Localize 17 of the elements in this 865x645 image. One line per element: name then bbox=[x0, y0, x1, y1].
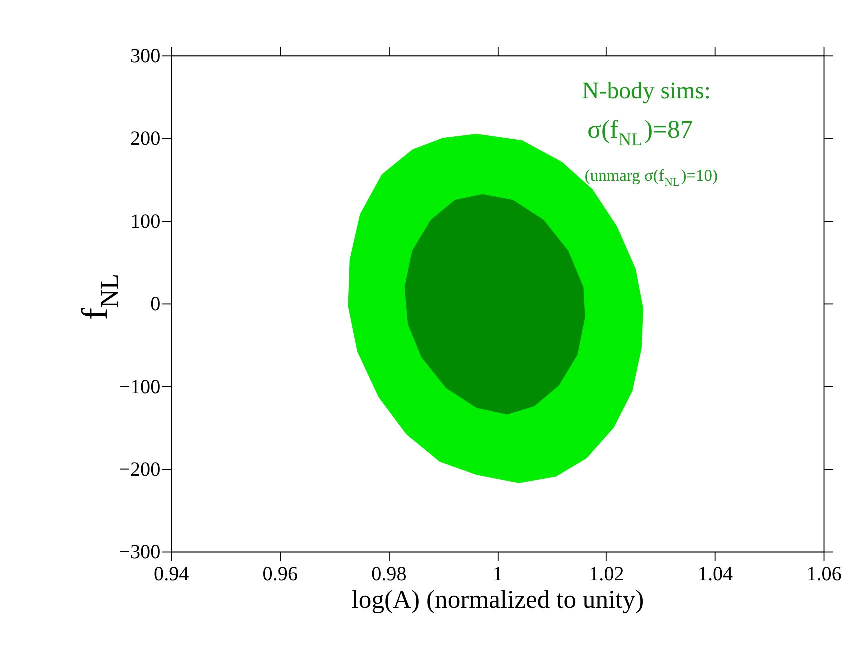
y-tick-label: −300 bbox=[119, 542, 161, 564]
annotation: N-body sims: bbox=[582, 78, 711, 105]
y-tick-label: 300 bbox=[130, 46, 161, 68]
y-tick-label: 0 bbox=[150, 294, 161, 316]
x-tick-label: 1.06 bbox=[806, 564, 842, 586]
x-tick-label: 0.94 bbox=[154, 564, 190, 586]
x-tick-label: 0.96 bbox=[262, 564, 298, 586]
x-tick-label: 1.02 bbox=[589, 564, 624, 586]
x-tick-label: 1 bbox=[492, 564, 503, 586]
x-tick-label: 0.98 bbox=[372, 564, 407, 586]
y-axis-title: fNL bbox=[74, 274, 124, 320]
y-tick-label: −200 bbox=[119, 458, 161, 481]
y-tick-label: 200 bbox=[130, 128, 161, 150]
x-axis-title: log(A) (normalized to unity) bbox=[352, 585, 644, 614]
y-tick-label: 100 bbox=[130, 210, 161, 233]
y-tick-label: −100 bbox=[119, 376, 161, 398]
x-tick-label: 1.04 bbox=[698, 564, 734, 586]
